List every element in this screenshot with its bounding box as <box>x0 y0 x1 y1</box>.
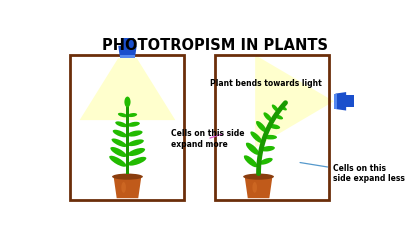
Ellipse shape <box>250 132 262 143</box>
Polygon shape <box>245 177 273 198</box>
Ellipse shape <box>252 182 257 193</box>
Ellipse shape <box>280 106 287 110</box>
Ellipse shape <box>244 155 257 167</box>
Ellipse shape <box>128 148 145 156</box>
Ellipse shape <box>124 96 131 107</box>
Polygon shape <box>114 177 142 198</box>
Bar <box>215 55 329 200</box>
Ellipse shape <box>110 147 126 157</box>
Bar <box>121 38 134 46</box>
Ellipse shape <box>256 121 267 132</box>
Bar <box>126 106 129 174</box>
Ellipse shape <box>274 114 283 120</box>
Text: Cells on this side
expand more: Cells on this side expand more <box>171 129 244 149</box>
Ellipse shape <box>128 113 137 117</box>
Ellipse shape <box>260 158 273 165</box>
Ellipse shape <box>128 131 142 137</box>
Bar <box>215 55 329 200</box>
Bar <box>120 55 135 58</box>
Polygon shape <box>255 55 334 148</box>
Ellipse shape <box>109 156 126 167</box>
Text: PHOTOTROPISM IN PLANTS: PHOTOTROPISM IN PLANTS <box>102 38 328 53</box>
Ellipse shape <box>268 124 280 129</box>
Ellipse shape <box>113 130 127 137</box>
Ellipse shape <box>128 157 146 166</box>
Ellipse shape <box>118 113 127 117</box>
Ellipse shape <box>115 121 127 127</box>
Text: Plant bends towards light: Plant bends towards light <box>210 79 321 88</box>
Ellipse shape <box>272 104 278 112</box>
Bar <box>71 55 184 200</box>
Ellipse shape <box>128 122 140 127</box>
Polygon shape <box>80 58 175 120</box>
Ellipse shape <box>128 139 144 146</box>
Ellipse shape <box>243 174 274 180</box>
Ellipse shape <box>112 138 127 147</box>
Polygon shape <box>336 92 346 111</box>
Ellipse shape <box>261 146 275 151</box>
Ellipse shape <box>264 135 277 139</box>
Polygon shape <box>118 46 137 57</box>
Bar <box>71 55 184 200</box>
Text: Cells on this
side expand less: Cells on this side expand less <box>300 162 405 183</box>
Ellipse shape <box>112 174 143 180</box>
Ellipse shape <box>263 112 272 121</box>
Bar <box>346 95 354 108</box>
Ellipse shape <box>121 182 126 193</box>
Ellipse shape <box>246 143 259 155</box>
Bar <box>334 94 337 109</box>
